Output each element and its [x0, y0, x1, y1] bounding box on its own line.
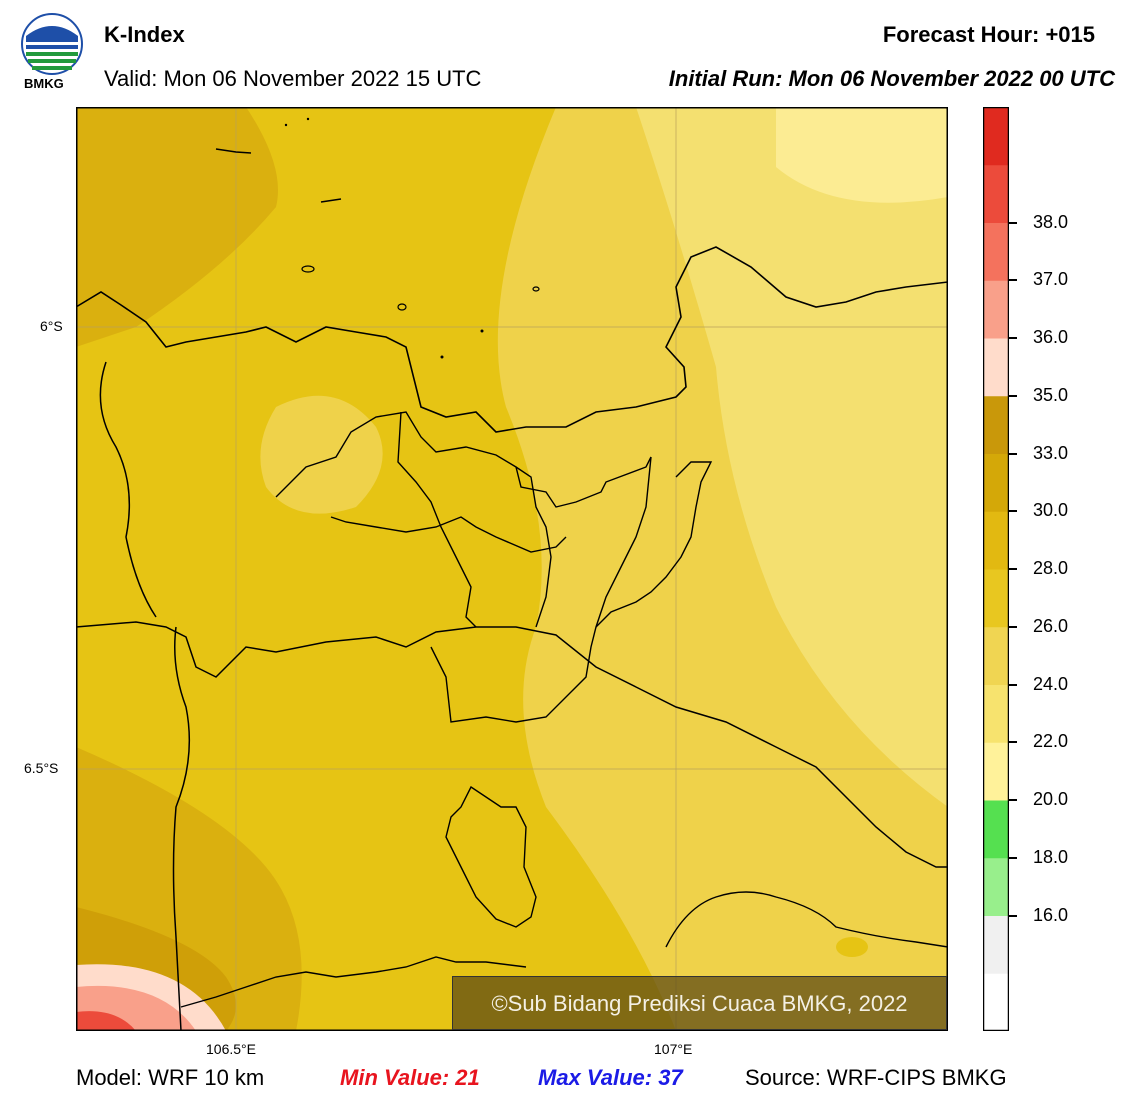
initial-run: Initial Run: Mon 06 November 2022 00 UTC [668, 66, 1115, 91]
map-title: K-Index [104, 22, 185, 47]
footer-min-value: Min Value: 21 [340, 1065, 480, 1090]
colorbar-tick-mark [1009, 452, 1017, 455]
lat-label-6-5s: 6.5°S [24, 760, 59, 776]
colorbar-segment [983, 107, 1009, 166]
colorbar-segment [983, 684, 1009, 743]
colorbar-tick-mark [1009, 683, 1017, 686]
map-credit: ©Sub Bidang Prediksi Cuaca BMKG, 2022 [452, 976, 947, 1030]
bmkg-logo-icon [21, 13, 83, 75]
colorbar-tick-label: 22.0 [1033, 731, 1069, 752]
colorbar-tick-label: 16.0 [1033, 904, 1069, 925]
lat-label-6s: 6°S [40, 318, 63, 334]
colorbar-tick-mark [1009, 510, 1017, 513]
colorbar-tick-mark [1009, 914, 1017, 917]
colorbar-segment [983, 453, 1009, 512]
colorbar-segment [983, 569, 1009, 628]
colorbar-tick-label: 33.0 [1033, 442, 1069, 463]
colorbar-tick-mark [1009, 221, 1017, 224]
lon-label-106-5e: 106.5°E [206, 1041, 256, 1057]
colorbar-tick-mark [1009, 394, 1017, 397]
colorbar-tick-label: 37.0 [1033, 269, 1069, 290]
forecast-hour: Forecast Hour: +015 [882, 22, 1095, 47]
footer-source: Source: WRF-CIPS BMKG [745, 1065, 1007, 1090]
logo-text: BMKG [24, 76, 64, 91]
colorbar-tick-mark [1009, 337, 1017, 339]
colorbar [983, 107, 1009, 1031]
valid-time: Valid: Mon 06 November 2022 15 UTC [104, 66, 482, 91]
colorbar-tick-label: 24.0 [1033, 673, 1069, 694]
colorbar-segment [983, 280, 1009, 339]
colorbar-tick-mark [1009, 741, 1017, 744]
footer-model: Model: WRF 10 km [76, 1065, 265, 1090]
colorbar-tick-label: 28.0 [1033, 558, 1069, 578]
colorbar-segment [983, 511, 1009, 570]
colorbar-tick-mark [1009, 279, 1017, 282]
footer-max-value: Max Value: 37 [538, 1065, 683, 1090]
colorbar-segment [983, 164, 1009, 223]
colorbar-tick-label: 38.0 [1033, 211, 1069, 232]
colorbar-segment [983, 800, 1009, 859]
colorbar-tick-mark [1009, 625, 1017, 628]
colorbar-tick-label: 35.0 [1033, 384, 1069, 405]
colorbar-tick-label: 26.0 [1033, 615, 1069, 636]
colorbar-tick-label: 18.0 [1033, 846, 1069, 867]
colorbar-tick-mark [1009, 856, 1017, 859]
colorbar-segment [983, 742, 1009, 801]
colorbar-tick-label: 36.0 [1033, 327, 1069, 347]
colorbar-tick-label: 20.0 [1033, 789, 1069, 809]
k-index-map [76, 107, 948, 1031]
colorbar-tick-label: 30.0 [1033, 500, 1069, 521]
lon-label-107e: 107°E [654, 1041, 693, 1057]
colorbar-segment [983, 222, 1009, 281]
colorbar-tick-mark [1009, 568, 1017, 570]
colorbar-segment [983, 395, 1009, 454]
colorbar-tick-mark [1009, 799, 1017, 801]
colorbar-segment [983, 626, 1009, 685]
colorbar-segment [983, 857, 1009, 916]
colorbar-segment [983, 915, 1009, 974]
colorbar-segment [983, 973, 1009, 1031]
colorbar-segment [983, 338, 1009, 397]
